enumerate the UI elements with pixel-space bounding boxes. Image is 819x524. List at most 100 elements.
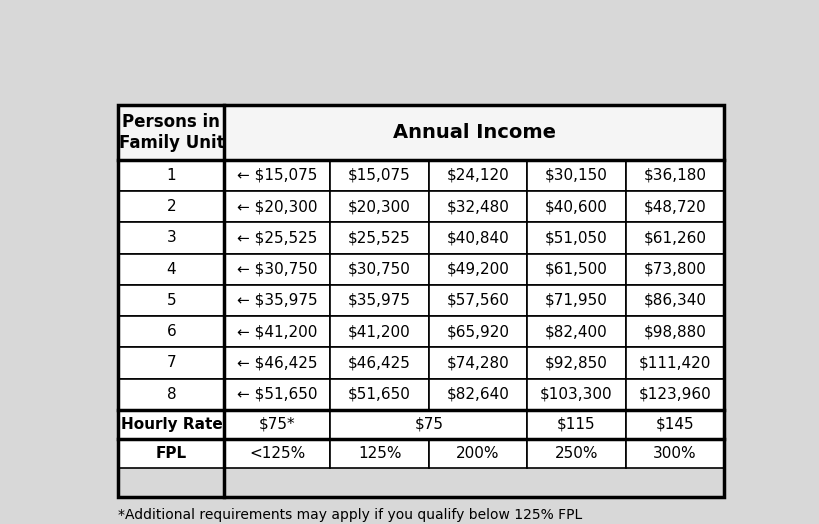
Text: ← $30,750: ← $30,750: [237, 261, 317, 277]
Bar: [118, 105, 224, 160]
Text: $35,975: $35,975: [347, 293, 410, 308]
Text: ← $46,425: ← $46,425: [237, 355, 317, 370]
Bar: [428, 347, 527, 379]
Bar: [428, 439, 527, 468]
Bar: [224, 105, 723, 160]
Bar: [330, 410, 527, 439]
Bar: [527, 222, 625, 254]
Bar: [224, 160, 330, 191]
Bar: [625, 439, 723, 468]
Bar: [118, 285, 224, 316]
Bar: [428, 160, 527, 191]
Bar: [224, 410, 330, 439]
Text: 5: 5: [166, 293, 176, 308]
Text: $75: $75: [414, 417, 443, 432]
Bar: [330, 285, 428, 316]
Text: $46,425: $46,425: [348, 355, 410, 370]
Text: $30,150: $30,150: [545, 168, 607, 183]
Bar: [527, 160, 625, 191]
Bar: [224, 439, 330, 468]
Bar: [224, 316, 330, 347]
Text: Hourly Rate: Hourly Rate: [120, 417, 222, 432]
Bar: [428, 285, 527, 316]
Text: 300%: 300%: [652, 446, 696, 461]
Text: $71,950: $71,950: [545, 293, 607, 308]
Text: $32,480: $32,480: [446, 199, 509, 214]
Text: ← $51,650: ← $51,650: [237, 387, 317, 402]
Bar: [625, 222, 723, 254]
Bar: [527, 316, 625, 347]
Bar: [224, 347, 330, 379]
Text: $74,280: $74,280: [446, 355, 509, 370]
Bar: [330, 347, 428, 379]
Text: $24,120: $24,120: [446, 168, 509, 183]
Bar: [428, 191, 527, 222]
Bar: [625, 316, 723, 347]
Bar: [224, 222, 330, 254]
Text: Persons in
Family Unit: Persons in Family Unit: [119, 113, 224, 152]
Bar: [224, 379, 330, 410]
Bar: [625, 410, 723, 439]
Text: $75*: $75*: [259, 417, 296, 432]
Text: 2: 2: [166, 199, 176, 214]
Text: $92,850: $92,850: [545, 355, 607, 370]
Bar: [527, 439, 625, 468]
Text: ← $41,200: ← $41,200: [237, 324, 317, 339]
Text: $20,300: $20,300: [348, 199, 410, 214]
Bar: [527, 379, 625, 410]
Text: $123,960: $123,960: [638, 387, 710, 402]
Text: 1: 1: [166, 168, 176, 183]
Text: $61,500: $61,500: [545, 261, 607, 277]
Bar: [625, 347, 723, 379]
Text: FPL: FPL: [156, 446, 187, 461]
Bar: [118, 254, 224, 285]
Text: 6: 6: [166, 324, 176, 339]
Text: ← $35,975: ← $35,975: [237, 293, 317, 308]
Bar: [330, 439, 428, 468]
Bar: [330, 316, 428, 347]
Text: 3: 3: [166, 231, 176, 245]
Text: $51,050: $51,050: [545, 231, 607, 245]
Text: $98,880: $98,880: [643, 324, 705, 339]
Text: $57,560: $57,560: [446, 293, 509, 308]
Text: $36,180: $36,180: [643, 168, 705, 183]
Bar: [118, 191, 224, 222]
Bar: [625, 285, 723, 316]
Bar: [428, 222, 527, 254]
Text: $115: $115: [556, 417, 595, 432]
Text: 125%: 125%: [357, 446, 400, 461]
Text: ← $25,525: ← $25,525: [237, 231, 317, 245]
Text: $40,840: $40,840: [446, 231, 509, 245]
Text: $65,920: $65,920: [446, 324, 509, 339]
Bar: [118, 160, 224, 191]
Text: *Additional requirements may apply if you qualify below 125% FPL: *Additional requirements may apply if yo…: [118, 508, 582, 522]
Text: ← $15,075: ← $15,075: [237, 168, 317, 183]
Bar: [625, 160, 723, 191]
Bar: [330, 254, 428, 285]
Bar: [118, 439, 224, 468]
Bar: [224, 285, 330, 316]
Bar: [330, 222, 428, 254]
Bar: [330, 191, 428, 222]
Text: $25,525: $25,525: [348, 231, 410, 245]
Text: 7: 7: [166, 355, 176, 370]
Bar: [118, 410, 224, 439]
Bar: [428, 379, 527, 410]
Text: $61,260: $61,260: [643, 231, 705, 245]
Text: $41,200: $41,200: [348, 324, 410, 339]
Bar: [527, 254, 625, 285]
Text: 250%: 250%: [554, 446, 597, 461]
Text: 200%: 200%: [455, 446, 499, 461]
Bar: [527, 285, 625, 316]
Bar: [330, 379, 428, 410]
Text: Annual Income: Annual Income: [392, 123, 555, 142]
Bar: [428, 316, 527, 347]
Bar: [330, 160, 428, 191]
Bar: [118, 222, 224, 254]
Text: $103,300: $103,300: [540, 387, 612, 402]
Bar: [118, 379, 224, 410]
Text: 4: 4: [166, 261, 176, 277]
Text: $15,075: $15,075: [348, 168, 410, 183]
Bar: [224, 191, 330, 222]
Bar: [625, 191, 723, 222]
